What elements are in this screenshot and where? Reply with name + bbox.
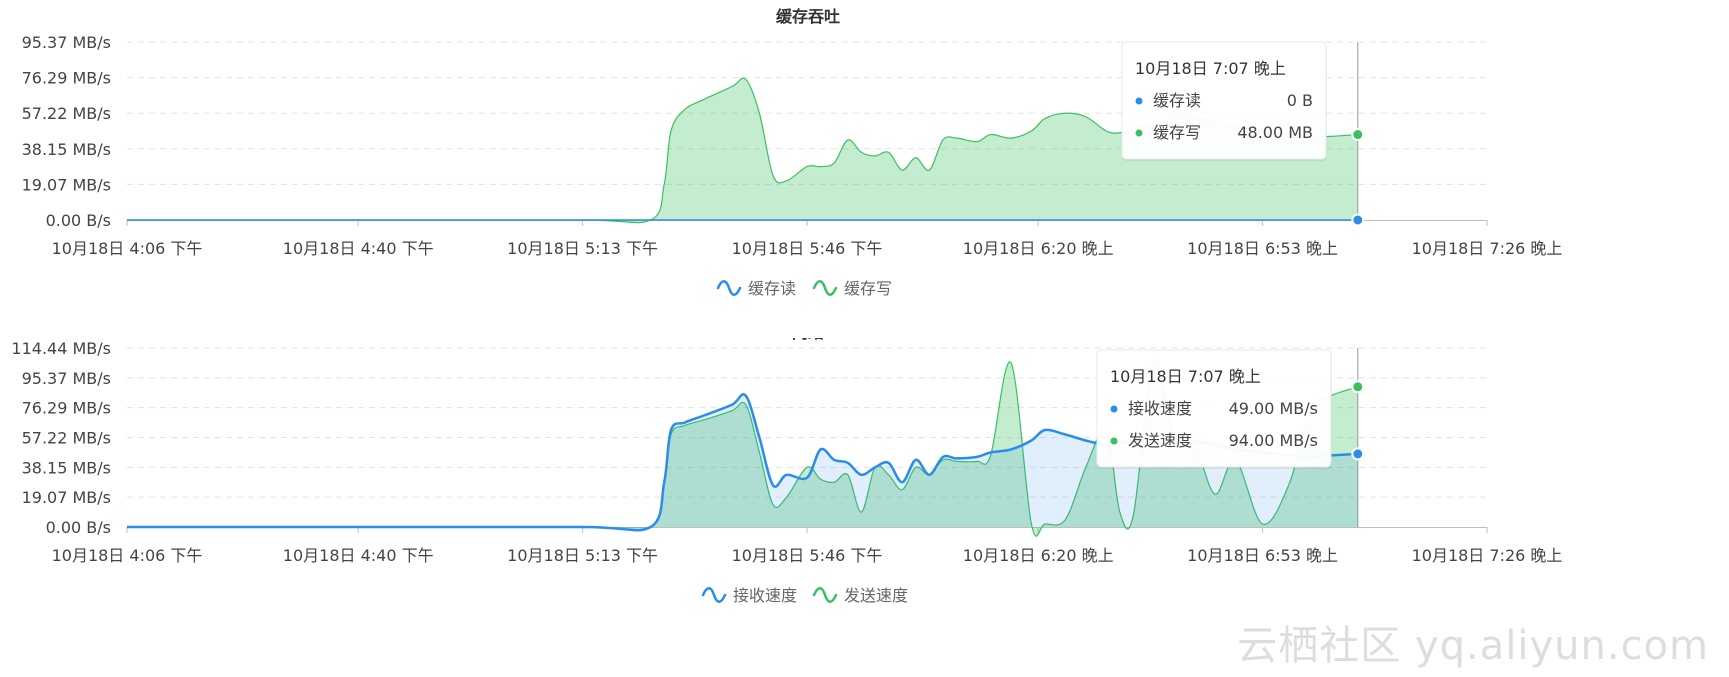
tooltip-series-value: 0 B <box>1287 91 1313 110</box>
y-tick-label: 57.22 MB/s <box>22 104 111 123</box>
tooltip-series-label: 接收速度 <box>1128 399 1192 418</box>
series-area-0 <box>127 394 1358 531</box>
legend-icon[interactable] <box>716 280 742 296</box>
x-tick-label: 10月18日 5:13 下午 <box>507 239 658 258</box>
x-tick-label: 10月18日 6:20 晚上 <box>963 546 1114 565</box>
tooltip-dot <box>1135 97 1143 105</box>
legend: 接收速度 发送速度 <box>701 586 908 605</box>
x-tick-label: 10月18日 4:06 下午 <box>52 239 203 258</box>
x-tick-label: 10月18日 4:40 下午 <box>283 546 434 565</box>
x-tick-label: 10月18日 6:20 晚上 <box>963 239 1114 258</box>
legend-label[interactable]: 缓存写 <box>844 279 892 298</box>
x-tick-label: 10月18日 7:26 晚上 <box>1412 546 1563 565</box>
tooltip-dot <box>1110 437 1118 445</box>
network-chart: 网络 0.00 B/s 19.07 MB/s 38.15 MB/s 57.22 MB/s… <box>0 338 1729 677</box>
y-tick-label: 0.00 B/s <box>46 518 111 537</box>
y-tick-label: 38.15 MB/s <box>22 458 111 477</box>
chart-svg: 缓存吞吐 0.00 B/s 19.07 MB/s 38.15 MB/s 57.22 MB… <box>22 7 1563 298</box>
tooltip-dot <box>1135 129 1143 137</box>
legend-icon[interactable] <box>701 587 727 603</box>
y-tick-label: 76.29 MB/s <box>22 399 111 418</box>
x-tick-label: 10月18日 7:26 晚上 <box>1412 239 1563 258</box>
tooltip-time: 10月18日 7:07 晚上 <box>1135 59 1286 78</box>
tooltip-box <box>1121 41 1327 160</box>
legend-label[interactable]: 接收速度 <box>733 586 797 605</box>
series-area-1 <box>127 78 1358 223</box>
tooltip-series-label: 缓存写 <box>1153 123 1201 142</box>
y-tick-label: 19.07 MB/s <box>22 488 111 507</box>
series-area-1 <box>127 358 1358 537</box>
tooltip-time: 10月18日 7:07 晚上 <box>1110 367 1261 386</box>
hover-point[interactable] <box>1351 128 1365 142</box>
y-tick-label: 95.37 MB/s <box>22 369 111 388</box>
y-tick-label: 57.22 MB/s <box>22 429 111 448</box>
cache-throughput-chart: 缓存吞吐 0.00 B/s 19.07 MB/s 38.15 MB/s 57.22 MB… <box>0 0 1729 338</box>
chart-svg: 网络 0.00 B/s 19.07 MB/s 38.15 MB/s 57.22 MB/s… <box>11 338 1563 605</box>
hover-point[interactable] <box>1351 380 1365 394</box>
legend-label[interactable]: 发送速度 <box>844 586 908 605</box>
chart-title: 缓存吞吐 <box>775 7 840 26</box>
y-tick-label: 114.44 MB/s <box>11 339 111 358</box>
x-tick-label: 10月18日 5:13 下午 <box>507 546 658 565</box>
legend-icon[interactable] <box>812 280 838 296</box>
y-tick-label: 0.00 B/s <box>46 211 111 230</box>
y-tick-label: 76.29 MB/s <box>22 69 111 88</box>
legend-icon[interactable] <box>812 587 838 603</box>
x-tick-label: 10月18日 5:46 下午 <box>732 239 883 258</box>
x-tick-label: 10月18日 5:46 下午 <box>732 546 883 565</box>
tooltip-box <box>1096 349 1332 468</box>
watermark-logo: 云栖社区 yq.aliyun.com <box>1237 623 1709 669</box>
x-tick-label: 10月18日 6:53 晚上 <box>1187 546 1338 565</box>
hover-point[interactable] <box>1351 213 1365 227</box>
x-tick-label: 10月18日 6:53 晚上 <box>1187 239 1338 258</box>
tooltip-dot <box>1110 405 1118 413</box>
legend: 缓存读 缓存写 <box>716 279 892 298</box>
y-tick-label: 95.37 MB/s <box>22 33 111 52</box>
hover-point[interactable] <box>1351 447 1365 461</box>
chart-title: 网络 <box>792 338 824 342</box>
y-tick-label: 38.15 MB/s <box>22 140 111 159</box>
x-tick-label: 10月18日 4:40 下午 <box>283 239 434 258</box>
tooltip-series-label: 发送速度 <box>1128 431 1192 450</box>
tooltip-series-value: 49.00 MB/s <box>1229 399 1318 418</box>
y-tick-label: 19.07 MB/s <box>22 175 111 194</box>
legend-label[interactable]: 缓存读 <box>748 279 796 298</box>
tooltip-series-value: 94.00 MB/s <box>1229 431 1318 450</box>
tooltip-series-value: 48.00 MB <box>1237 123 1313 142</box>
tooltip-series-label: 缓存读 <box>1153 91 1201 110</box>
x-tick-label: 10月18日 4:06 下午 <box>52 546 203 565</box>
